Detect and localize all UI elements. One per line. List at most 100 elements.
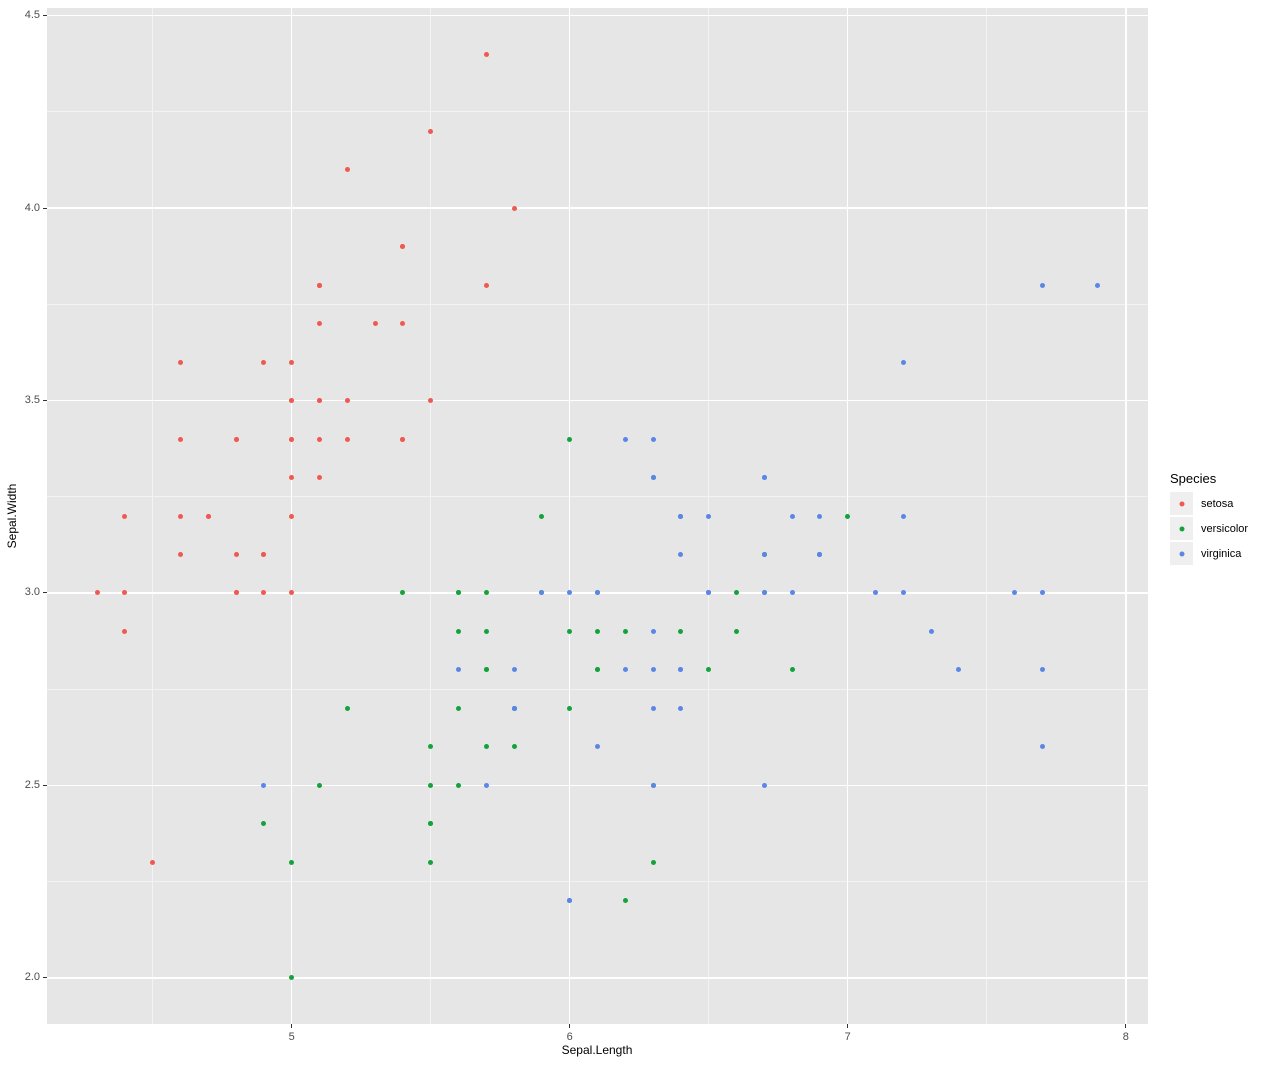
data-point	[122, 590, 128, 596]
data-point	[622, 436, 628, 442]
data-point	[261, 821, 267, 827]
data-point	[344, 167, 350, 173]
data-point	[289, 513, 295, 519]
data-point	[567, 590, 573, 596]
data-point	[316, 475, 322, 480]
data-point	[261, 359, 267, 365]
y-tick-label: 3.0	[24, 586, 40, 599]
x-tick-mark	[847, 1024, 849, 1028]
data-point	[289, 398, 295, 404]
gridline-y-major	[47, 207, 1148, 209]
gridline-y-minor	[47, 111, 1148, 113]
data-point	[956, 667, 962, 673]
data-point	[483, 667, 489, 673]
y-tick-mark	[43, 400, 47, 402]
legend-key-dot	[1179, 526, 1184, 531]
data-point	[650, 705, 656, 711]
data-point	[150, 859, 156, 865]
data-point	[483, 782, 489, 788]
y-tick-mark	[43, 207, 47, 209]
data-point	[650, 475, 656, 480]
data-point	[455, 705, 461, 711]
data-point	[706, 513, 712, 519]
y-tick-mark	[43, 784, 47, 786]
data-point	[261, 590, 267, 596]
y-tick-label: 2.5	[24, 778, 40, 791]
data-point	[622, 628, 628, 634]
data-point	[734, 590, 739, 596]
data-point	[483, 51, 489, 57]
data-point	[177, 551, 183, 557]
data-point	[233, 551, 239, 557]
data-point	[622, 898, 628, 904]
data-point	[177, 513, 183, 519]
data-point	[567, 436, 573, 442]
data-point	[1012, 590, 1018, 596]
data-point	[511, 667, 517, 673]
x-tick-label: 5	[288, 1031, 295, 1043]
data-point	[289, 475, 295, 480]
data-point	[650, 628, 656, 634]
data-point	[511, 744, 517, 750]
data-point	[650, 667, 656, 673]
data-point	[1095, 282, 1101, 288]
data-point	[706, 667, 712, 673]
gridline-y-minor	[47, 688, 1148, 690]
data-point	[483, 590, 489, 596]
gridline-y-major	[47, 977, 1148, 979]
legend-item-label: setosa	[1201, 497, 1234, 510]
x-tick-label: 7	[844, 1031, 851, 1043]
data-point	[900, 590, 906, 596]
x-tick-mark	[569, 1024, 571, 1028]
data-point	[400, 436, 406, 442]
data-point	[344, 705, 350, 711]
data-point	[316, 282, 322, 288]
data-point	[567, 628, 573, 634]
data-point	[595, 744, 600, 750]
data-point	[678, 551, 684, 557]
data-point	[678, 667, 684, 673]
data-point	[678, 628, 684, 634]
legend-key	[1170, 517, 1193, 540]
data-point	[289, 975, 295, 981]
legend-item-label: virginica	[1201, 547, 1242, 560]
gridline-x-minor	[430, 8, 432, 1024]
legend-item-virginica: virginica	[1170, 542, 1248, 565]
y-tick-label: 4.5	[24, 9, 40, 22]
data-point	[511, 705, 517, 711]
data-point	[595, 590, 600, 596]
data-point	[316, 436, 322, 442]
data-point	[483, 628, 489, 634]
data-point	[789, 590, 795, 596]
data-point	[177, 359, 183, 365]
x-tick-label: 8	[1122, 1031, 1129, 1043]
y-tick-mark	[43, 15, 47, 17]
data-point	[289, 859, 295, 865]
legend-item-setosa: setosa	[1170, 492, 1248, 515]
data-point	[483, 282, 489, 288]
data-point	[94, 590, 100, 596]
gridline-x-minor	[986, 8, 988, 1024]
data-point	[428, 782, 434, 788]
gridline-y-minor	[47, 496, 1148, 498]
gridline-x-major	[568, 8, 571, 1024]
data-point	[761, 590, 767, 596]
data-point	[289, 436, 295, 442]
legend-key	[1170, 492, 1193, 515]
data-point	[261, 551, 267, 557]
data-point	[316, 398, 322, 404]
data-point	[233, 590, 239, 596]
data-point	[428, 128, 434, 134]
data-point	[428, 744, 434, 750]
data-point	[372, 321, 378, 327]
legend-key-dot	[1179, 501, 1184, 506]
data-point	[650, 782, 656, 788]
x-axis-title: Sepal.Length	[561, 1043, 633, 1057]
data-point	[678, 513, 684, 519]
data-point	[400, 321, 406, 327]
y-tick-mark	[43, 592, 47, 594]
data-point	[455, 782, 461, 788]
data-point	[595, 628, 600, 634]
data-point	[622, 667, 628, 673]
